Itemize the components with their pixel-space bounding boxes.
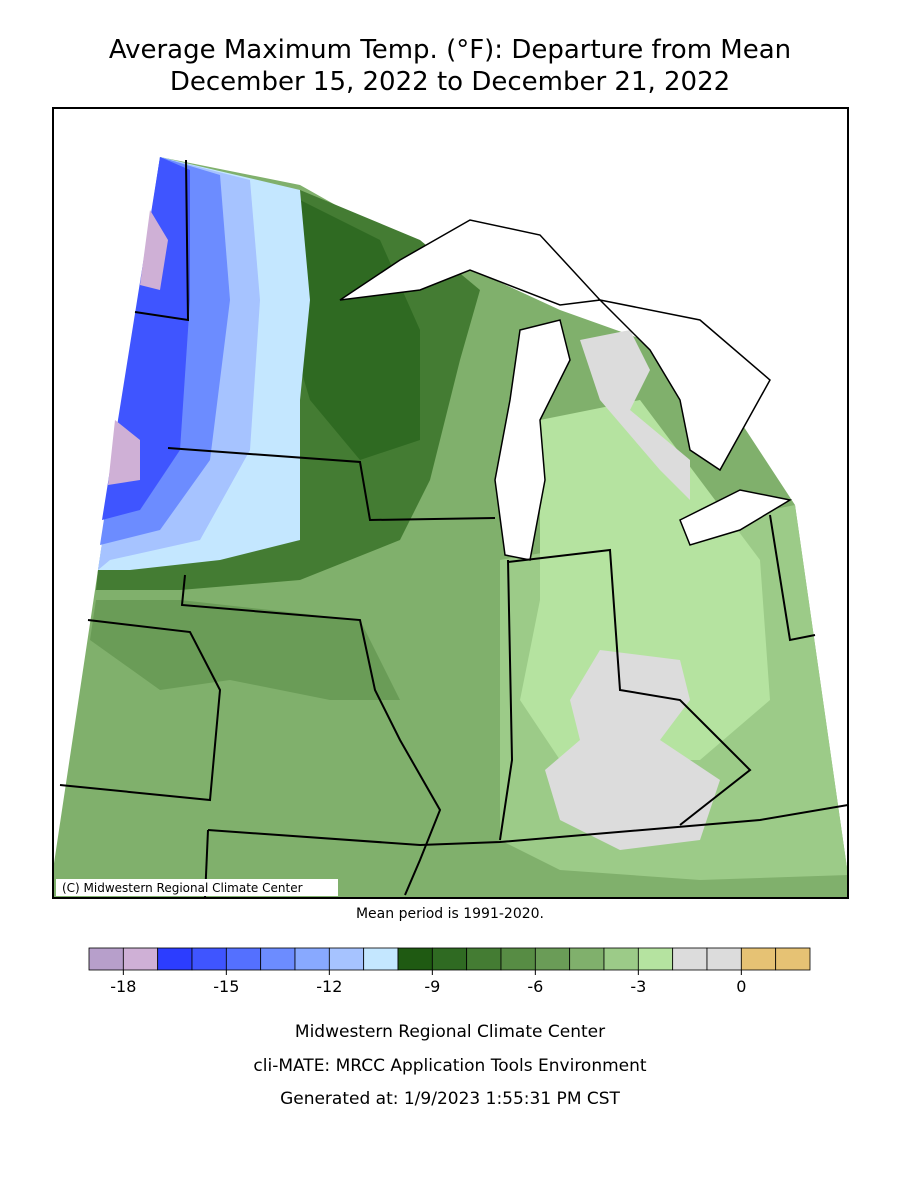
colorbar-bin — [500, 947, 536, 971]
colorbar-bin — [294, 947, 330, 971]
footer-line: Midwestern Regional Climate Center — [295, 1022, 605, 1042]
colorbar-bin — [466, 947, 502, 971]
colorbar-bin — [534, 947, 571, 971]
state-lines — [59, 159, 848, 898]
lake — [494, 319, 571, 561]
colorbar-bin — [603, 947, 639, 971]
colorbar-bin — [431, 947, 468, 971]
map-zone — [520, 400, 770, 760]
map-zone — [580, 330, 690, 500]
colorbar-tick-label: -9 — [424, 977, 440, 996]
colorbar-bin — [157, 947, 193, 971]
title: Average Maximum Temp. (°F): Departure fr… — [109, 35, 791, 65]
colorbar-bin — [260, 947, 296, 971]
colorbar-tick-label: -12 — [316, 977, 342, 996]
colorbar-bin — [397, 947, 433, 971]
colorbar-bin — [637, 947, 674, 971]
colorbar-bin — [706, 947, 742, 971]
footer-line: cli-MATE: MRCC Application Tools Environ… — [253, 1056, 646, 1076]
colorbar-bin — [775, 947, 811, 971]
lake — [679, 489, 793, 546]
colorbar-bin — [122, 947, 159, 971]
colorbar-tick-label: -3 — [630, 977, 646, 996]
colorbar-tick-label: -18 — [110, 977, 136, 996]
colorbar-bin — [191, 947, 227, 971]
note: Mean period is 1991-2020. — [356, 906, 544, 922]
colorbar-bin — [328, 947, 365, 971]
colorbar-bin — [740, 947, 777, 971]
colorbar-bin — [225, 947, 262, 971]
colorbar: -18 -15 -12 -9 -6 -3 0 — [88, 947, 811, 996]
map-frame — [52, 107, 849, 899]
colorbar-bin — [569, 947, 605, 971]
map: (C) Midwestern Regional Climate Center — [52, 107, 849, 899]
credit: (C) Midwestern Regional Climate Center — [62, 881, 303, 895]
subtitle: December 15, 2022 to December 21, 2022 — [170, 67, 730, 97]
colorbar-tick-label: -6 — [527, 977, 543, 996]
colorbar-tick-label: 0 — [736, 977, 746, 996]
colorbar-tick-label: -15 — [213, 977, 239, 996]
colorbar-bin — [672, 947, 708, 971]
map-zone — [90, 600, 400, 700]
lake — [597, 298, 771, 472]
credit-box — [56, 879, 338, 896]
colorbar-bin — [363, 947, 399, 971]
footer-line: Generated at: 1/9/2023 1:55:31 PM CST — [280, 1089, 620, 1109]
map-zone — [280, 200, 420, 460]
map-zone — [108, 210, 168, 485]
colorbar-bin — [88, 947, 124, 971]
